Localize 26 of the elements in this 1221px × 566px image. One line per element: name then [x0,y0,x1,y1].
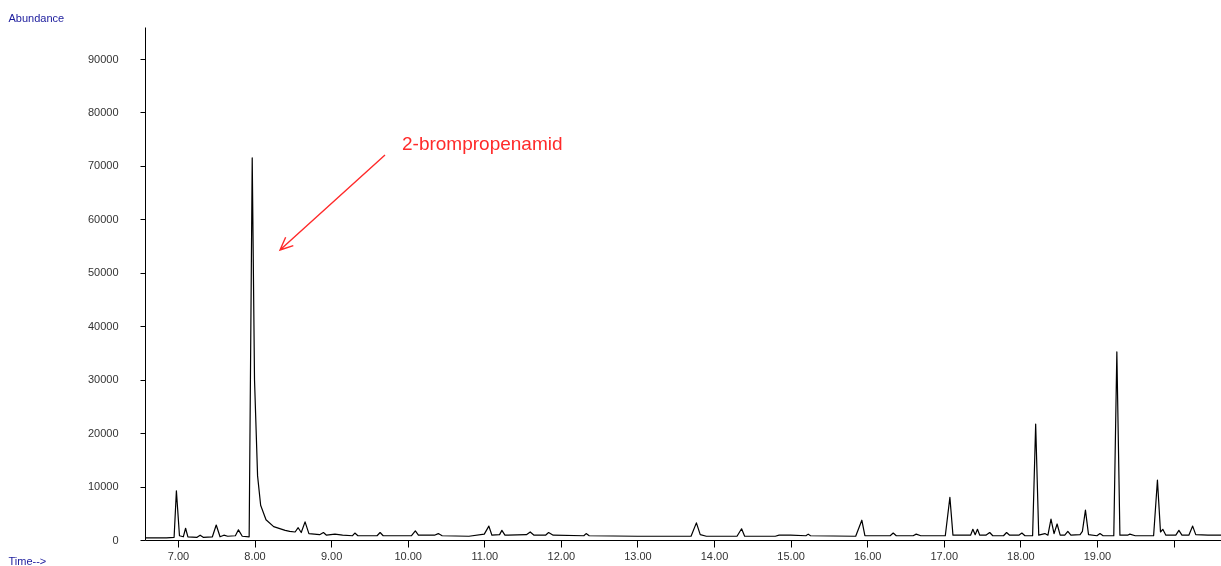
y-axis-title: Abundance [8,11,65,24]
y-tick-label: 20000 [87,426,119,439]
x-tick-label: 12.00 [547,549,576,562]
x-tick-label: 19.00 [1083,549,1112,562]
y-tick-label: 90000 [87,52,119,65]
y-tick-label: 70000 [87,159,119,172]
x-tick-label: 14.00 [700,549,729,562]
y-tick-label: 0 [112,533,119,546]
x-axis-title: Time--> [8,554,47,566]
x-tick-label: 8.00 [244,549,266,562]
y-tick-label: 50000 [87,266,119,279]
x-tick-label: 18.00 [1007,549,1035,562]
annotation: 2-brompropenamid [402,133,563,154]
x-tick-label: 13.00 [624,549,652,562]
x-tick-label: 9.00 [320,549,343,562]
y-tick-label: 10000 [87,480,119,493]
x-tick-label: 17.00 [930,549,959,562]
x-tick-label: 11.00 [471,549,499,562]
x-tick-label: 7.00 [167,549,190,562]
x-tick-label: 10.00 [394,549,422,562]
y-tick-label: 30000 [87,373,119,386]
y-tick-label: 60000 [87,212,119,225]
y-tick-label: 80000 [87,106,119,118]
y-tick-label: 40000 [87,319,119,332]
x-tick-label: 16.00 [853,549,882,562]
x-tick-label: 15.00 [777,549,805,562]
